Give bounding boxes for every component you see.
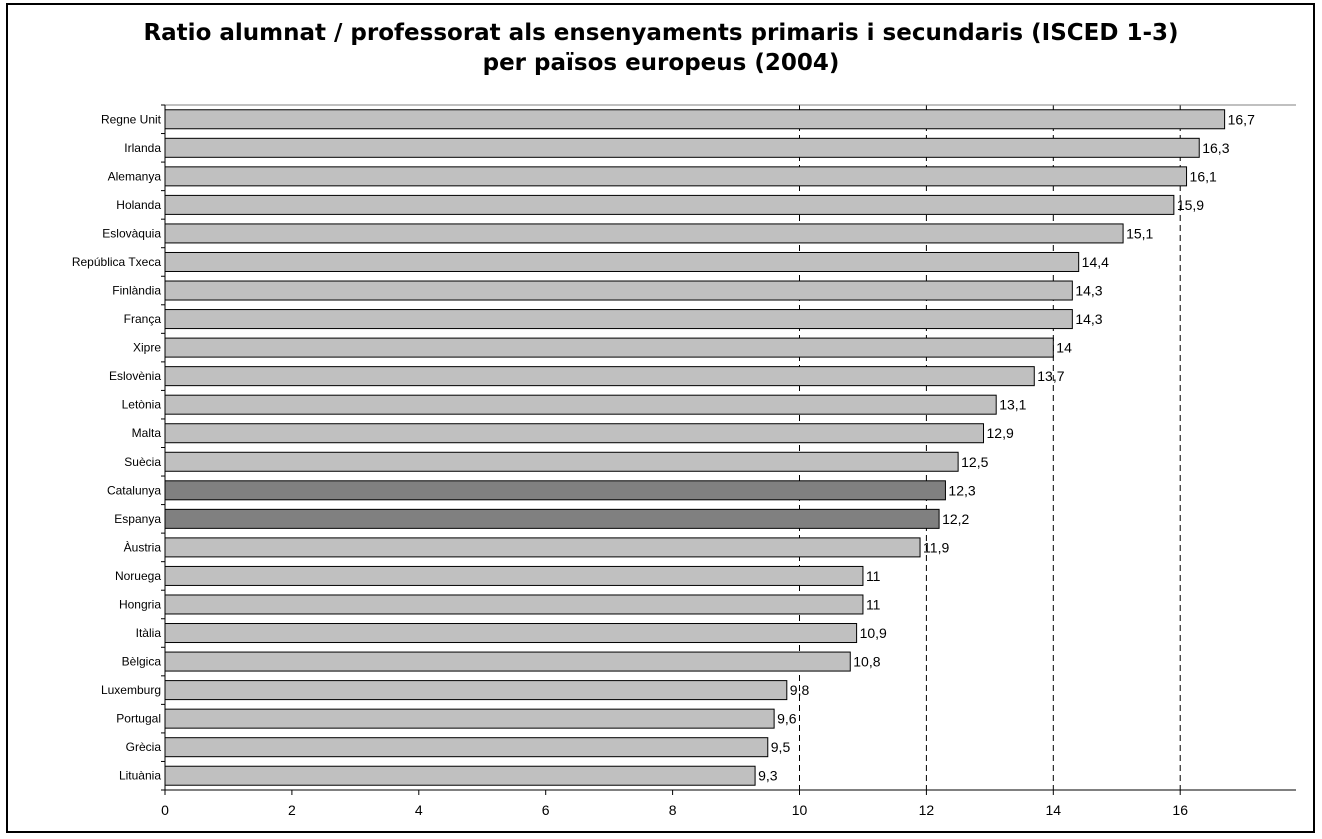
x-tick-label-0: 0 (161, 802, 169, 818)
category-label: Irlanda (124, 141, 161, 155)
bar-regne-unit (164, 109, 1226, 130)
category-label: Noruega (115, 569, 161, 583)
chart-title: Ratio alumnat / professorat als ensenyam… (0, 18, 1322, 78)
category-label: Finlàndia (112, 284, 161, 298)
category-label: Holanda (116, 198, 161, 212)
value-label: 13,1 (999, 397, 1026, 413)
value-label: 14 (1056, 340, 1072, 356)
category-label: Suècia (124, 455, 161, 469)
bar-noruega (164, 565, 864, 586)
value-label: 14,3 (1075, 283, 1102, 299)
bar-lituània (164, 765, 756, 786)
category-label: Xipre (133, 341, 161, 355)
bar-irlanda (164, 137, 1200, 158)
value-label: 16,3 (1202, 140, 1229, 156)
x-tick-label-16: 16 (1172, 802, 1188, 818)
bar-bèlgica (164, 651, 851, 672)
bar-xipre (164, 337, 1054, 358)
value-label: 10,9 (860, 625, 887, 641)
category-label: Malta (132, 426, 162, 440)
x-tick-label-14: 14 (1046, 802, 1062, 818)
category-label: Itàlia (136, 626, 162, 640)
value-label: 12,9 (987, 425, 1014, 441)
category-label: Alemanya (108, 169, 162, 183)
category-label: Espanya (114, 512, 161, 526)
value-label: 10,8 (853, 654, 880, 670)
category-label: Lituània (119, 769, 161, 783)
value-label: 11,9 (923, 539, 949, 555)
bar-finlàndia (164, 280, 1073, 301)
value-label: 11 (866, 596, 881, 612)
bar-alemanya (164, 166, 1188, 187)
category-label: República Txeca (72, 255, 161, 269)
value-label: 12,2 (942, 511, 969, 527)
chart-title-line1: Ratio alumnat / professorat als ensenyam… (143, 20, 1179, 46)
bar-àustria (164, 537, 921, 558)
x-tick-label-6: 6 (542, 802, 550, 818)
value-label: 13,7 (1037, 368, 1064, 384)
bar-hongria (164, 594, 864, 615)
value-label: 14,4 (1082, 254, 1109, 270)
bar-grècia (164, 737, 769, 758)
x-tick-label-12: 12 (919, 802, 935, 818)
bar-frança (164, 309, 1073, 330)
x-tick-label-2: 2 (288, 802, 296, 818)
value-label: 16,7 (1228, 111, 1255, 127)
category-label: Grècia (126, 740, 162, 754)
category-label: Eslovènia (109, 369, 161, 383)
category-label: Luxemburg (101, 683, 161, 697)
value-label: 16,1 (1190, 168, 1217, 184)
value-label: 12,3 (948, 482, 975, 498)
value-label: 15,1 (1126, 225, 1153, 241)
value-label: 11 (866, 568, 881, 584)
category-label: Hongria (119, 597, 161, 611)
category-label: Letònia (122, 398, 162, 412)
category-label: Àustria (124, 539, 162, 554)
category-label: Portugal (116, 712, 161, 726)
category-label: Eslovàquia (102, 226, 161, 240)
category-label: Regne Unit (101, 112, 162, 126)
bar-letònia (164, 394, 997, 415)
x-tick-label-8: 8 (669, 802, 677, 818)
bar-portugal (164, 708, 775, 729)
chart-title-line2: per països europeus (2004) (482, 50, 840, 76)
bar-suècia (164, 451, 959, 472)
bar-eslovàquia (164, 223, 1124, 244)
bar-república-txeca (164, 251, 1080, 272)
category-label: Catalunya (107, 483, 161, 497)
x-tick-label-4: 4 (415, 802, 423, 818)
bar-holanda (164, 194, 1175, 215)
bar-luxemburg (164, 680, 788, 701)
bar-malta (164, 423, 985, 444)
bar-eslovènia (164, 366, 1035, 387)
bar-espanya (164, 508, 940, 529)
value-label: 9,5 (771, 739, 791, 755)
category-label: Bèlgica (122, 655, 162, 669)
x-tick-label-10: 10 (792, 802, 808, 818)
value-label: 14,3 (1075, 311, 1102, 327)
value-label: 9,6 (777, 711, 797, 727)
bar-catalunya (164, 480, 946, 501)
value-label: 9,3 (758, 768, 778, 784)
value-label: 15,9 (1177, 197, 1204, 213)
value-label: 12,5 (961, 454, 988, 470)
category-label: França (124, 312, 162, 326)
value-label: 9,8 (790, 682, 810, 698)
bar-itàlia (164, 623, 858, 644)
